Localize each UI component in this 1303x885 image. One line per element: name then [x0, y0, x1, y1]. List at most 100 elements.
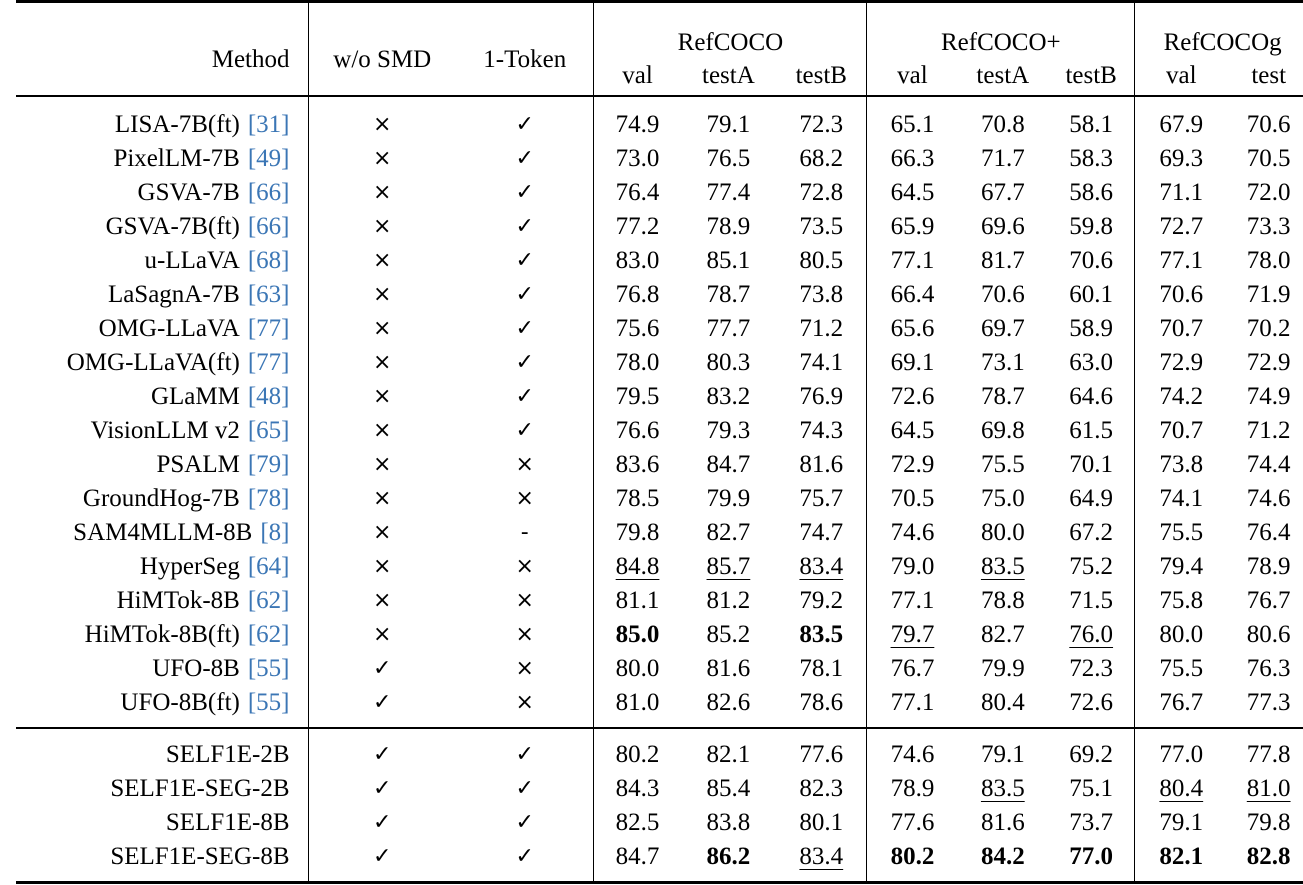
wo-smd-cell: × [308, 481, 456, 515]
method-name: HyperSeg [139, 552, 240, 580]
value-cell: 77.4 [681, 175, 777, 209]
citation-link[interactable]: [62] [247, 586, 290, 614]
one-token-cell: ✓ [456, 141, 595, 175]
value-cell: 84.2 [958, 839, 1049, 873]
wo-smd-cell: × [308, 141, 456, 175]
citation-link[interactable]: [65] [247, 416, 290, 444]
wo-smd-cell: × [308, 515, 456, 549]
score-value: 72.3 [1069, 654, 1114, 682]
citation-link[interactable]: [55] [247, 688, 290, 716]
value-cell: 76.3 [1227, 651, 1303, 685]
value-cell: 76.7 [1227, 583, 1303, 617]
score-value: 86.2 [706, 842, 751, 870]
score-value: 77.1 [890, 586, 935, 614]
value-cell: 78.5 [594, 481, 681, 515]
score-value: 78.0 [615, 348, 660, 376]
method-name: HiMTok-8B [116, 586, 240, 614]
value-cell: 79.7 [867, 617, 958, 651]
wo-smd-mark-icon: × [373, 146, 392, 171]
method-name: SELF1E-SEG-2B [110, 774, 290, 802]
score-value: 77.1 [1159, 246, 1204, 274]
wo-smd-cell: × [308, 379, 456, 413]
score-value: 77.0 [1069, 842, 1114, 870]
value-cell: 79.4 [1135, 549, 1228, 583]
value-cell: 79.8 [1227, 805, 1303, 839]
citation-link[interactable]: [55] [247, 654, 290, 682]
citation-link[interactable]: [66] [247, 212, 290, 240]
one-token-mark-icon: ✓ [515, 146, 534, 171]
wo-smd-mark-icon: × [373, 486, 392, 511]
score-value: 60.1 [1069, 280, 1114, 308]
table-row: GSVA-7B [66] × ✓ 76.4 77.4 72.8 64.5 67.7… [16, 175, 1303, 209]
score-value: 81.7 [980, 246, 1025, 274]
wo-smd-mark-icon: × [373, 112, 392, 137]
method-name: SELF1E-2B [165, 740, 290, 768]
value-cell: 66.3 [867, 141, 958, 175]
value-cell: 75.2 [1048, 549, 1136, 583]
one-token-cell: - [456, 515, 595, 549]
score-value: 85.4 [706, 774, 751, 802]
value-cell: 75.0 [958, 481, 1049, 515]
citation-link[interactable]: [79] [247, 450, 290, 478]
citation-link[interactable]: [77] [247, 348, 290, 376]
citation-link[interactable]: [64] [247, 552, 290, 580]
method-cell: SELF1E-8B [16, 805, 309, 839]
citation-link[interactable]: [78] [247, 484, 290, 512]
value-cell: 80.6 [1227, 617, 1303, 651]
value-cell: 69.6 [958, 209, 1049, 243]
citation-link[interactable]: [66] [247, 178, 290, 206]
wo-smd-mark-icon: × [373, 214, 392, 239]
method-name: GroundHog-7B [82, 484, 240, 512]
value-cell: 72.9 [1227, 345, 1303, 379]
citation-link[interactable]: [77] [247, 314, 290, 342]
wo-smd-cell: × [308, 617, 456, 651]
score-value: 72.9 [1246, 348, 1291, 376]
score-value: 73.3 [1246, 212, 1291, 240]
citation-link[interactable]: [48] [247, 382, 290, 410]
value-cell: 64.6 [1048, 379, 1136, 413]
wo-smd-cell: × [308, 583, 456, 617]
value-cell: 85.1 [681, 243, 777, 277]
score-value: 70.5 [1246, 144, 1291, 172]
score-value: 76.5 [706, 144, 751, 172]
score-value: 66.3 [890, 144, 935, 172]
wo-smd-cell: × [308, 447, 456, 481]
value-cell: 82.3 [776, 771, 868, 805]
value-cell: 58.1 [1048, 107, 1136, 141]
wo-smd-cell: × [308, 345, 456, 379]
header-method: Method [16, 1, 309, 96]
score-value: 82.8 [1246, 842, 1291, 870]
value-cell: 83.0 [594, 243, 681, 277]
method-cell: GSVA-7B [66] [16, 175, 309, 209]
score-value: 75.5 [1159, 654, 1204, 682]
score-value: 83.6 [615, 450, 660, 478]
citation-link[interactable]: [63] [247, 280, 290, 308]
score-value: 68.2 [799, 144, 844, 172]
wo-smd-cell: ✓ [308, 737, 456, 771]
citation-link[interactable]: [8] [260, 518, 290, 546]
method-name: OMG-LLaVA [98, 314, 240, 342]
value-cell: 70.5 [1227, 141, 1303, 175]
method-cell: SAM4MLLM-8B [8] [16, 515, 309, 549]
citation-link[interactable]: [49] [247, 144, 290, 172]
value-cell: 78.0 [1227, 243, 1303, 277]
value-cell: 74.1 [776, 345, 868, 379]
score-value: 58.9 [1069, 314, 1114, 342]
method-name: LaSagnA-7B [107, 280, 240, 308]
citation-link[interactable]: [68] [247, 246, 290, 274]
value-cell: 75.5 [958, 447, 1049, 481]
score-value: 74.1 [1159, 484, 1204, 512]
score-value: 77.3 [1246, 688, 1291, 716]
value-cell: 78.7 [681, 277, 777, 311]
score-value: 73.1 [980, 348, 1025, 376]
value-cell: 76.8 [594, 277, 681, 311]
score-value: 72.7 [1159, 212, 1204, 240]
citation-link[interactable]: [62] [247, 620, 290, 648]
method-cell: OMG-LLaVA [77] [16, 311, 309, 345]
value-cell: 63.0 [1048, 345, 1136, 379]
score-value: 83.4 [799, 552, 844, 580]
value-cell: 77.0 [1135, 737, 1228, 771]
one-token-mark-icon: ✓ [515, 810, 534, 835]
citation-link[interactable]: [31] [247, 110, 290, 138]
value-cell: 75.8 [1135, 583, 1228, 617]
